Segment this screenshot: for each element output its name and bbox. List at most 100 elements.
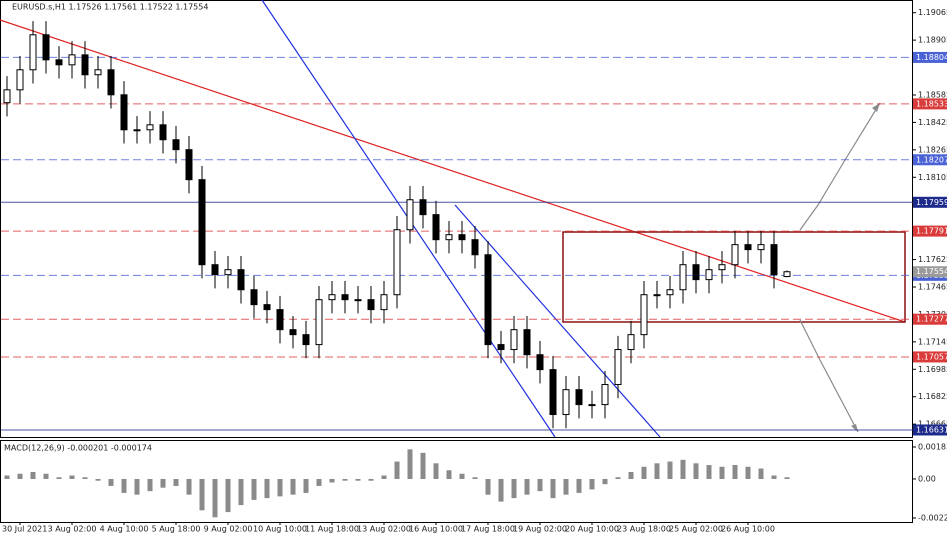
macd-bar: [342, 478, 348, 481]
level-label: 1.16631: [916, 425, 947, 434]
candle-body: [94, 69, 102, 76]
candle-body: [744, 244, 752, 251]
candle-body: [367, 299, 375, 311]
candle-body: [250, 289, 258, 306]
candle-body: [549, 369, 557, 416]
candle-body: [471, 239, 479, 256]
candle-body: [458, 234, 466, 241]
x-tick-label: 25 Aug 02:00: [669, 525, 723, 534]
macd-bar: [4, 475, 10, 479]
x-tick-label: 17 Aug 18:00: [461, 525, 515, 534]
candle-body: [692, 264, 700, 281]
macd-bar: [706, 465, 712, 479]
macd-bar: [108, 478, 114, 486]
candle-body: [289, 329, 297, 336]
x-tick-label: 16 Aug 10:00: [409, 525, 463, 534]
macd-bar: [82, 477, 88, 479]
candle-body: [731, 244, 739, 266]
candle-body: [29, 34, 37, 71]
candle-body: [497, 344, 505, 351]
level-label-box: [913, 424, 947, 436]
level-label: 1.18533: [916, 99, 947, 108]
macd-bar: [394, 461, 400, 479]
y-tick-label: 1.19065: [918, 8, 947, 17]
candle-body: [601, 384, 609, 406]
candle-body: [770, 244, 778, 276]
level-label: 1.17791: [916, 227, 947, 236]
y-tick-label: 0.001835: [918, 443, 947, 452]
x-tick-label: 20 Aug 10:00: [565, 525, 619, 534]
macd-bar: [745, 466, 751, 479]
candle-body: [55, 59, 63, 66]
level-label-box: [913, 351, 947, 363]
macd-bar: [134, 478, 140, 495]
macd-bar: [641, 466, 647, 479]
macd-bar: [17, 473, 23, 479]
y-tick-label: 1.18905: [918, 36, 947, 45]
channel-line: [454, 204, 661, 438]
macd-bar: [680, 459, 686, 479]
candle-body: [562, 389, 570, 416]
macd-bar: [277, 478, 283, 497]
macd-bar: [485, 478, 491, 495]
y-tick-label: 1.16825: [918, 392, 947, 401]
level-label: 1.17277: [916, 315, 947, 324]
macd-bar: [732, 465, 738, 479]
candle-body: [107, 69, 115, 96]
macd-bar: [264, 478, 270, 499]
x-tick-label: 5 Aug 18:00: [152, 525, 201, 534]
candle-body: [341, 294, 349, 301]
candle-body: [146, 124, 154, 131]
macd-bar: [589, 478, 595, 490]
candle-body: [237, 269, 245, 291]
level-label-box: [913, 154, 947, 166]
x-tick-label: 19 Aug 02:00: [513, 525, 567, 534]
macd-header: MACD(12,26,9) -0.000201 -0.000174: [4, 444, 152, 453]
macd-bar: [225, 478, 231, 513]
macd-bar: [251, 478, 257, 500]
macd-bar: [303, 478, 309, 493]
macd-bar: [30, 472, 36, 479]
macd-bar: [160, 478, 166, 488]
macd-bar: [56, 477, 62, 479]
candle-body: [666, 289, 674, 296]
macd-bar: [407, 449, 413, 479]
level-label-box: [913, 51, 947, 63]
last-price-box: [913, 266, 947, 278]
macd-bar: [147, 478, 153, 492]
macd-bar: [771, 475, 777, 479]
candle-body: [133, 129, 141, 132]
candle-body: [783, 271, 791, 278]
main-frame: [0, 0, 913, 438]
macd-frame: [0, 440, 913, 523]
candle-body: [198, 179, 206, 266]
macd-bar: [537, 478, 543, 492]
macd-bar: [199, 478, 205, 511]
macd-bar: [420, 452, 426, 479]
candle-body: [445, 234, 453, 241]
macd-bar: [511, 478, 517, 499]
y-tick-label: 1.18265: [918, 145, 947, 154]
chart-header: EURUSD.s,H1 1.17526 1.17561 1.17522 1.17…: [12, 3, 208, 12]
macd-bar: [329, 478, 335, 483]
macd-bar: [654, 463, 660, 479]
y-tick-label: 1.16985: [918, 365, 947, 374]
x-tick-label: 13 Aug 02:00: [357, 525, 411, 534]
x-tick-label: 9 Aug 02:00: [204, 525, 253, 534]
macd-bar: [121, 478, 127, 493]
candle-body: [614, 349, 622, 386]
candle-body: [159, 124, 167, 141]
candle-body: [380, 294, 388, 311]
candle-body: [302, 334, 310, 346]
range-box: [562, 231, 906, 323]
level-label: 1.18804: [916, 53, 947, 62]
macd-bar: [316, 478, 322, 486]
candle-body: [679, 264, 687, 291]
candle-body: [68, 54, 76, 66]
candle-body: [120, 94, 128, 131]
macd-bar: [784, 477, 790, 479]
macd-bar: [69, 475, 75, 479]
y-tick-label: 1.18585: [918, 90, 947, 99]
candle-body: [432, 214, 440, 241]
